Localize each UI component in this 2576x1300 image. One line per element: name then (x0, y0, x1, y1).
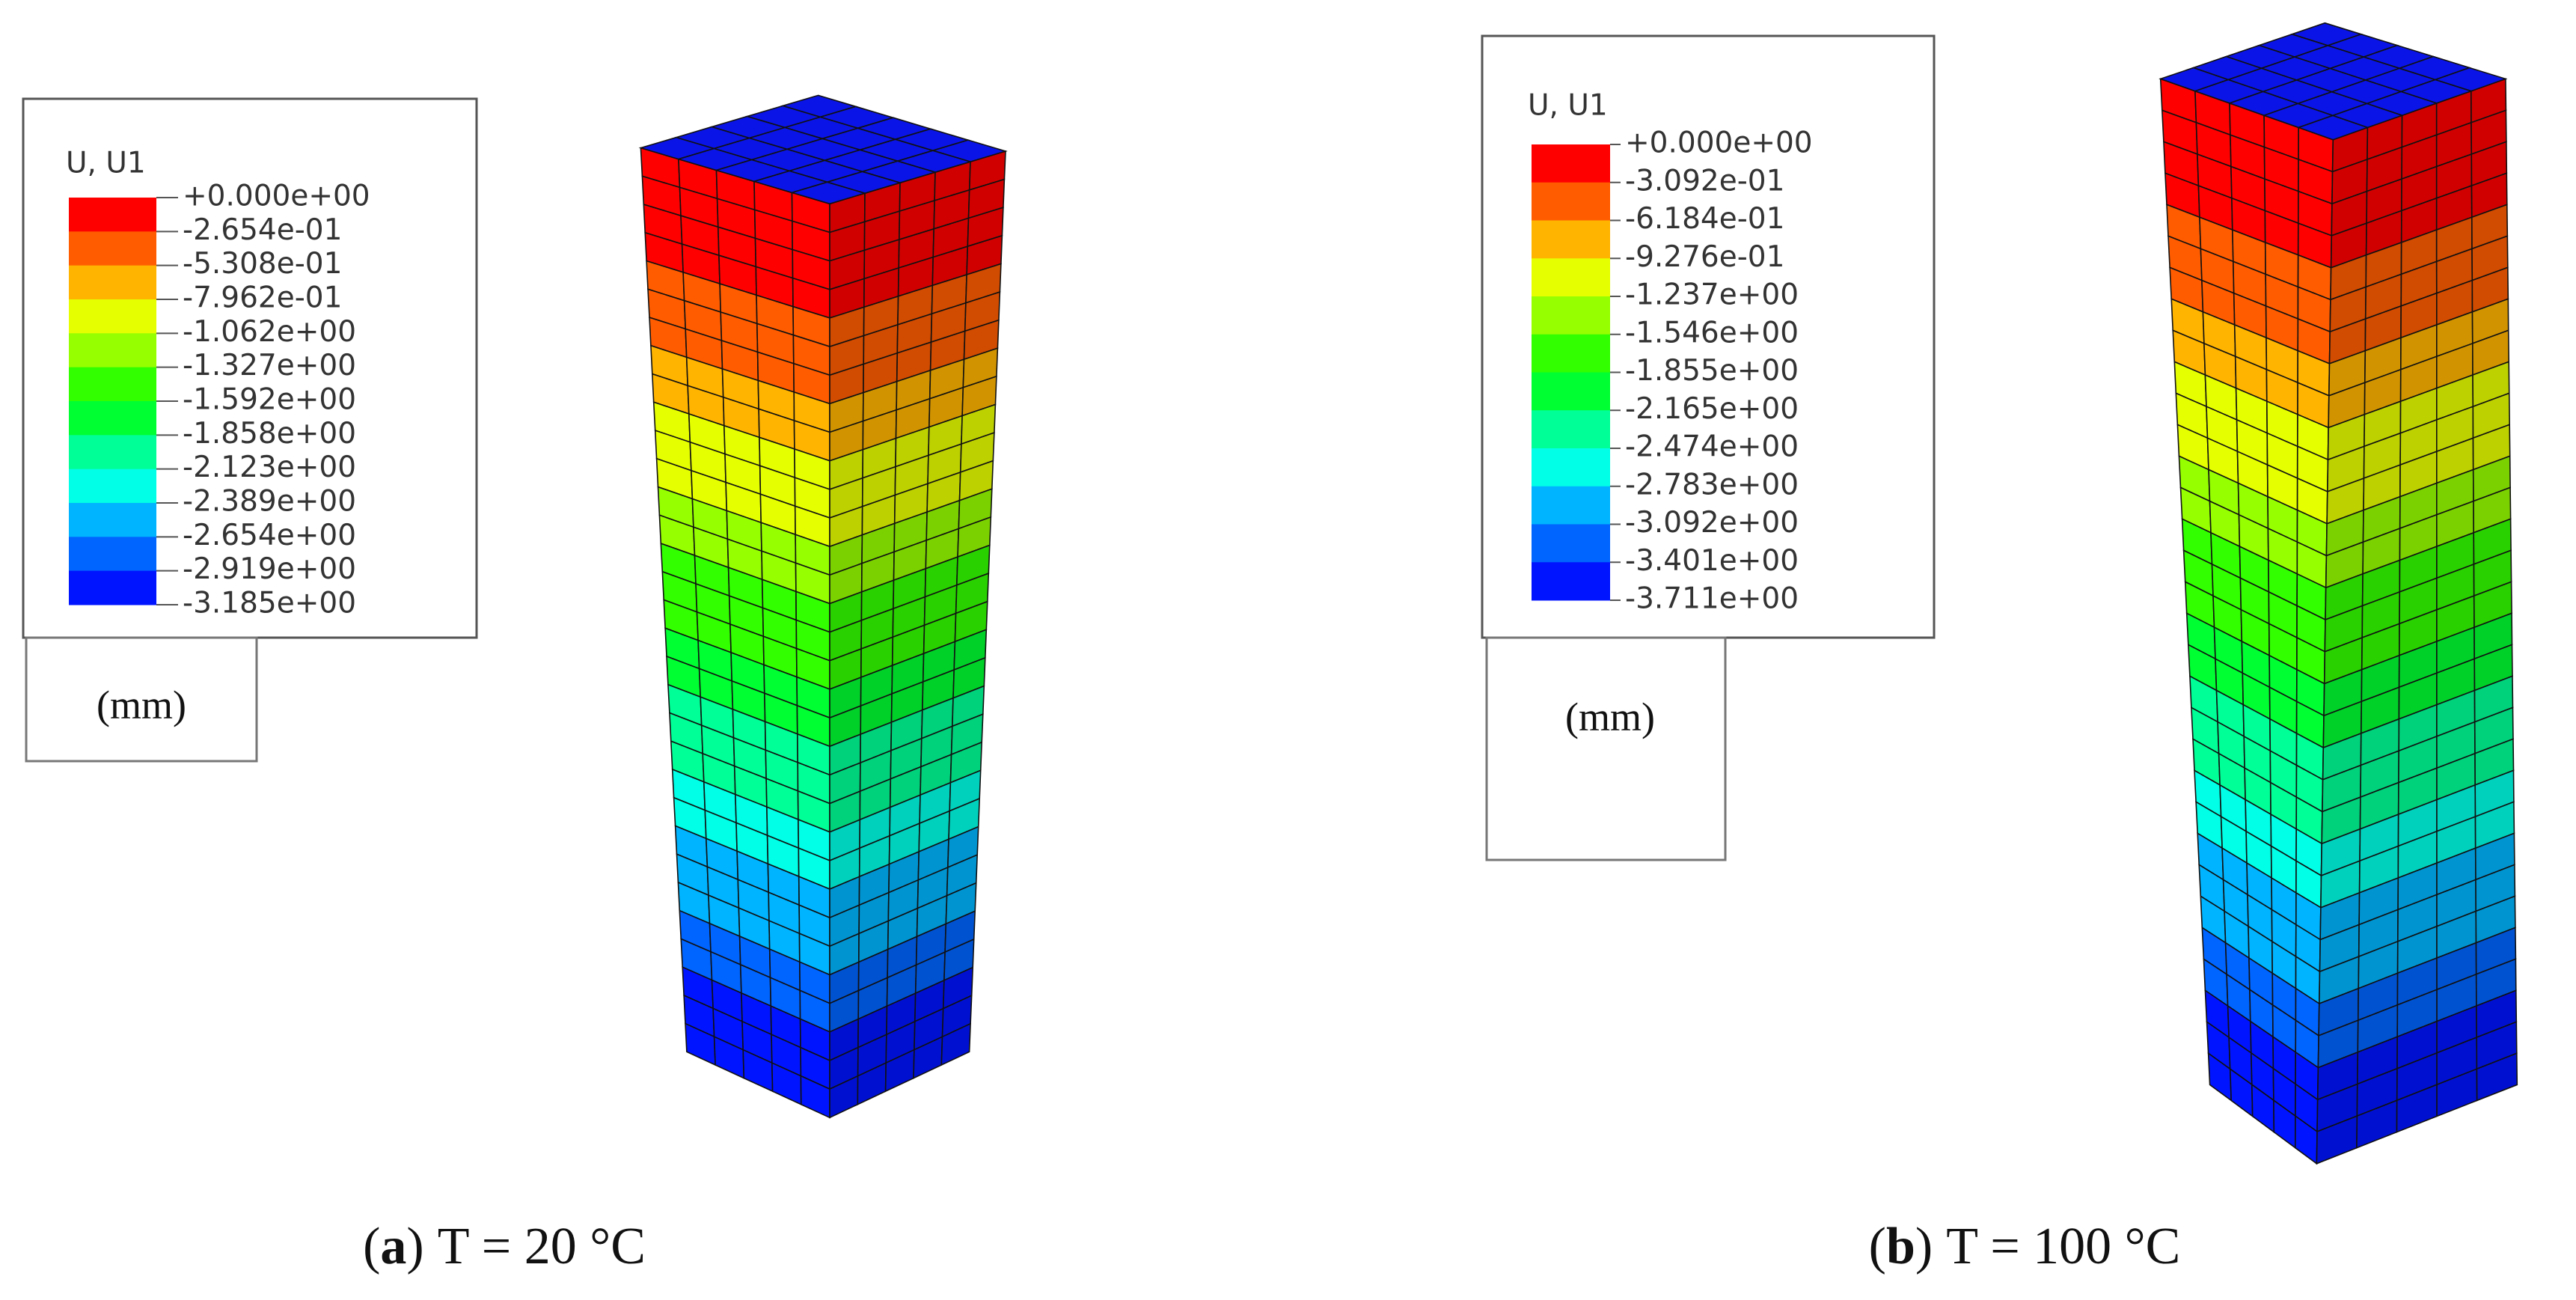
legend-swatch (1532, 524, 1610, 563)
caption-open: ( (363, 1218, 380, 1275)
legend-label: -3.092e+00 (1625, 506, 1799, 540)
legend-swatch (69, 401, 156, 436)
unit-box (25, 636, 258, 763)
legend-swatch (1532, 334, 1610, 373)
fe-top-element (2296, 115, 2370, 141)
legend-label: -2.919e+00 (183, 552, 356, 586)
legend-label: -2.389e+00 (183, 485, 356, 519)
legend-title: U, U1 (1528, 89, 1608, 123)
legend-swatch (69, 435, 156, 470)
fe-column (2159, 22, 2518, 1165)
legend-swatch (1532, 296, 1610, 335)
legend-swatch (69, 469, 156, 504)
legend-swatch (1532, 220, 1610, 259)
legend-swatch (69, 231, 156, 266)
legend-swatch (1532, 448, 1610, 487)
caption-text: T = 20 °C (438, 1218, 646, 1275)
legend-label: -3.711e+00 (1625, 582, 1799, 616)
legend-swatch (69, 333, 156, 368)
fe-column (638, 94, 1008, 1119)
legend-swatch (1532, 182, 1610, 221)
unit-label: (mm) (97, 683, 186, 727)
legend-title: U, U1 (66, 147, 146, 180)
legend-swatch (1532, 144, 1610, 183)
caption: (a) T = 20 °C (363, 1218, 646, 1275)
legend-label: -1.237e+00 (1625, 278, 1799, 312)
legend-swatch (1532, 410, 1610, 449)
legend-label: -2.654e+00 (183, 519, 356, 552)
unit-label: (mm) (1565, 695, 1655, 739)
legend-label: -3.401e+00 (1625, 544, 1799, 578)
legend-label: +0.000e+00 (1625, 126, 1813, 160)
caption: (b) T = 100 °C (1869, 1218, 2181, 1275)
legend-label: -3.092e-01 (1625, 164, 1784, 198)
legend-label: -1.546e+00 (1625, 316, 1799, 350)
fe-element (940, 1022, 971, 1066)
legend-swatch (69, 299, 156, 334)
legend-swatch (1532, 486, 1610, 525)
legend-label: -6.184e-01 (1625, 202, 1784, 236)
legend-label: -9.276e-01 (1625, 240, 1784, 274)
legend-swatch (69, 367, 156, 402)
legend-swatch (1532, 372, 1610, 411)
legend-label: -7.962e-01 (183, 281, 342, 315)
legend-label: -2.783e+00 (1625, 468, 1799, 501)
legend-swatch (1532, 562, 1610, 601)
unit-box (1485, 636, 1727, 861)
legend-label: -2.474e+00 (1625, 430, 1799, 464)
legend-label: -1.062e+00 (183, 315, 356, 349)
caption-label: a (380, 1218, 406, 1275)
legend-swatch (69, 503, 156, 537)
caption-close: ) (406, 1218, 423, 1275)
legend-swatch (69, 570, 156, 605)
legend-label: -2.654e-01 (183, 213, 342, 247)
fe-top-element (789, 181, 867, 205)
caption-close: ) (1915, 1218, 1933, 1275)
caption-open: ( (1869, 1218, 1886, 1275)
legend-label: -1.858e+00 (183, 417, 356, 451)
legend-label: -5.308e-01 (183, 247, 342, 281)
legend-swatch (69, 537, 156, 572)
legend-label: -1.592e+00 (183, 383, 356, 417)
legend-label: -1.855e+00 (1625, 354, 1799, 388)
caption-label: b (1886, 1218, 1915, 1275)
legend-label: -3.185e+00 (183, 587, 356, 620)
legend-label: -2.165e+00 (1625, 392, 1799, 426)
legend-swatch (69, 265, 156, 300)
caption-text: T = 100 °C (1946, 1218, 2180, 1275)
legend-label: +0.000e+00 (183, 180, 370, 213)
fe-element (2476, 1052, 2518, 1102)
legend-label: -1.327e+00 (183, 349, 356, 382)
legend-swatch (69, 198, 156, 232)
legend-swatch (1532, 258, 1610, 297)
legend-label: -2.123e+00 (183, 451, 356, 484)
